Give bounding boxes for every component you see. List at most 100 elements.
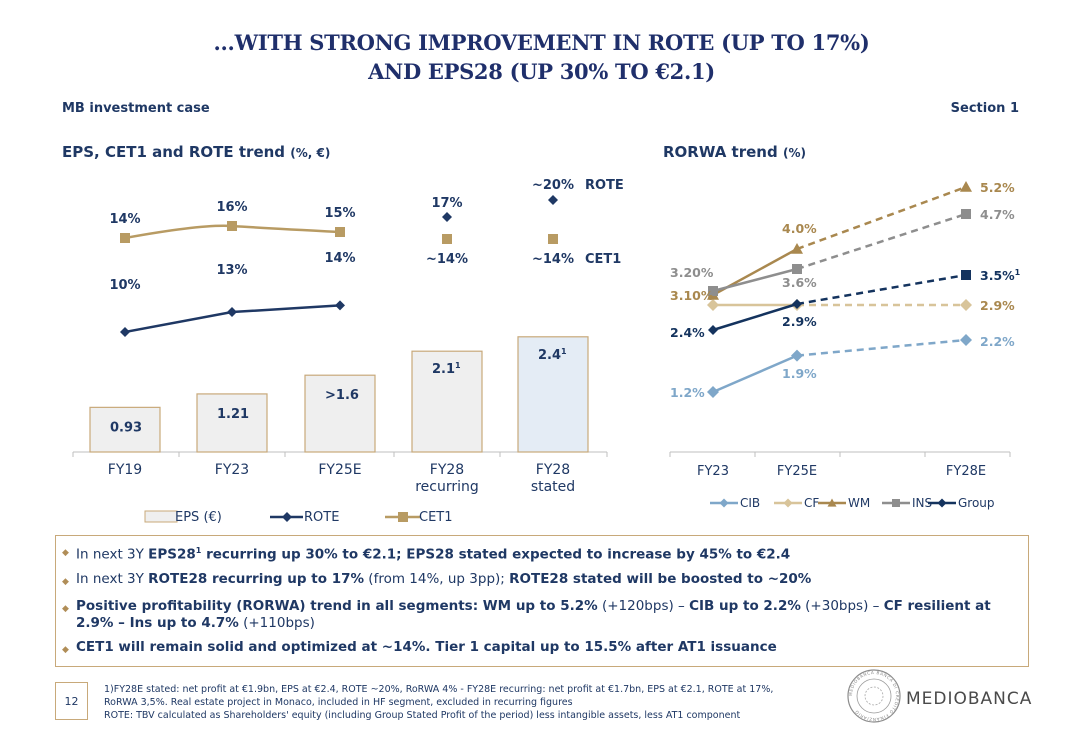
legend-ins-label: INS	[912, 496, 932, 510]
eps-bar	[411, 350, 483, 453]
ins-label: 3.6%	[782, 275, 817, 290]
x-tick-label: FY28	[536, 462, 570, 478]
cet1-tag: CET1	[585, 252, 621, 267]
cib-line-dashed	[796, 338, 967, 357]
group-label: 2.4%	[670, 325, 705, 340]
eps-bar-label: 1.21	[217, 407, 249, 422]
x-tick-label: FY25E	[318, 462, 361, 478]
bullet-item: ◆ In next 3Y ROTE28 recurring up to 17% (…	[62, 571, 1018, 591]
cet1-marker	[548, 234, 558, 244]
bullet-diamond-icon: ◆	[62, 603, 69, 614]
wm-label: 5.2%	[980, 180, 1015, 195]
rote-tag: ROTE	[585, 178, 624, 193]
bullet-diamond-icon: ◆	[62, 548, 69, 558]
cet1-label: ~14%	[532, 252, 574, 267]
bullet-text: In next 3Y EPS281 recurring up 30% to €2…	[76, 546, 791, 563]
cet1-marker	[335, 227, 345, 237]
page-number: 12	[55, 682, 88, 720]
ins-marker	[708, 286, 718, 296]
eps-bar-label: >1.6	[325, 388, 359, 403]
legend-cet1-label: CET1	[419, 510, 453, 525]
rote-marker	[227, 307, 237, 318]
bullet-text: Positive profitability (RORWA) trend in …	[76, 597, 991, 631]
cib-marker	[707, 386, 719, 398]
rote-marker	[442, 212, 452, 222]
cet1-label: ~14%	[426, 252, 468, 267]
section-label: MB investment case	[62, 101, 210, 116]
cib-label: 2.2%	[980, 334, 1015, 349]
eps-bar	[196, 393, 268, 453]
ins-line-dashed	[796, 212, 967, 271]
eps-bar-label: 2.11	[432, 361, 461, 377]
rorwa-chart: FY23 FY25E FY28E 1.2% 1.9% 2.2% 3.10% 2.9% 4.0% 5…	[669, 180, 1021, 510]
legend-wm-label: WM	[848, 496, 870, 510]
group-marker	[792, 299, 802, 309]
legend-ins-marker	[892, 499, 900, 507]
seal-center	[864, 686, 884, 706]
legend-wm-marker	[827, 498, 837, 507]
cet1-marker	[442, 234, 452, 244]
ins-marker	[792, 264, 802, 274]
rote-marker	[335, 300, 345, 311]
cib-marker	[960, 334, 972, 346]
eps-bar	[304, 374, 376, 453]
rote-label: 10%	[109, 278, 140, 293]
eps-chart-title: EPS, CET1 and ROTE trend (%, €)	[62, 143, 331, 161]
ins-marker	[961, 209, 971, 219]
ins-label: 3.20%	[670, 265, 714, 280]
legend-cib-marker	[719, 498, 729, 508]
x-tick-label: FY23	[697, 464, 729, 479]
bullet-text: CET1 will remain solid and optimized at …	[76, 638, 777, 655]
cib-marker	[791, 349, 803, 362]
legend-cib-label: CIB	[740, 496, 760, 510]
wm-marker	[791, 243, 803, 254]
group-marker	[708, 325, 718, 335]
x-tick-label: FY19	[108, 462, 142, 478]
cib-label: 1.2%	[670, 385, 705, 400]
bullet-diamond-icon: ◆	[62, 644, 69, 655]
legend-eps-swatch	[144, 510, 178, 523]
rorwa-chart-title: RORWA trend (%)	[663, 143, 806, 161]
x-tick-label: stated	[531, 479, 575, 495]
cet1-label: 16%	[216, 200, 247, 215]
cet1-label: 15%	[324, 206, 355, 221]
cet1-marker	[120, 233, 130, 243]
legend-cf-label: CF	[804, 496, 819, 510]
eps-bar-label: 2.41	[538, 347, 567, 363]
seal-inner-ring	[856, 678, 892, 714]
group-line-dashed	[796, 273, 967, 306]
x-tick-label: recurring	[415, 479, 479, 495]
ins-line-solid	[712, 267, 798, 293]
rote-label: 13%	[216, 263, 247, 278]
x-tick-label: FY28	[430, 462, 464, 478]
rote-label: 17%	[431, 196, 462, 211]
group-line-solid	[712, 302, 798, 332]
group-label: 2.9%	[782, 314, 817, 329]
ins-label: 4.7%	[980, 207, 1015, 222]
bullet-item: ◆ Positive profitability (RORWA) trend in…	[62, 598, 1018, 632]
cib-line-solid	[712, 354, 798, 394]
mediobanca-logo: MEDIOBANCA BANCA DI CREDITO FINANZIARIO …	[847, 669, 1031, 723]
cf-label: 3.10%	[670, 288, 714, 303]
legend-group-label: Group	[958, 496, 995, 510]
eps-bar	[517, 336, 589, 453]
seal-outer-ring	[847, 669, 901, 723]
bullet-text: In next 3Y ROTE28 recurring up to 17% (f…	[76, 570, 812, 587]
cf-marker	[707, 299, 719, 311]
legend-cf-marker	[783, 498, 793, 508]
legend-eps-label: EPS (€)	[175, 510, 222, 525]
legend-group-marker	[937, 498, 947, 508]
wm-label: 4.0%	[782, 221, 817, 236]
eps-bar-label: 0.93	[110, 420, 142, 435]
cet1-marker	[227, 221, 237, 231]
group-label: 3.5%1	[980, 268, 1021, 283]
rote-marker	[548, 195, 558, 205]
x-tick-label: FY23	[215, 462, 249, 478]
bullet-item: ◆ CET1 will remain solid and optimized at…	[62, 639, 1018, 659]
x-tick-label: FY25E	[777, 464, 817, 479]
section-number: Section 1	[950, 101, 1019, 116]
legend-rote-marker	[282, 512, 292, 522]
rote-label: ~20%	[532, 178, 574, 193]
eps-bar	[89, 406, 161, 453]
